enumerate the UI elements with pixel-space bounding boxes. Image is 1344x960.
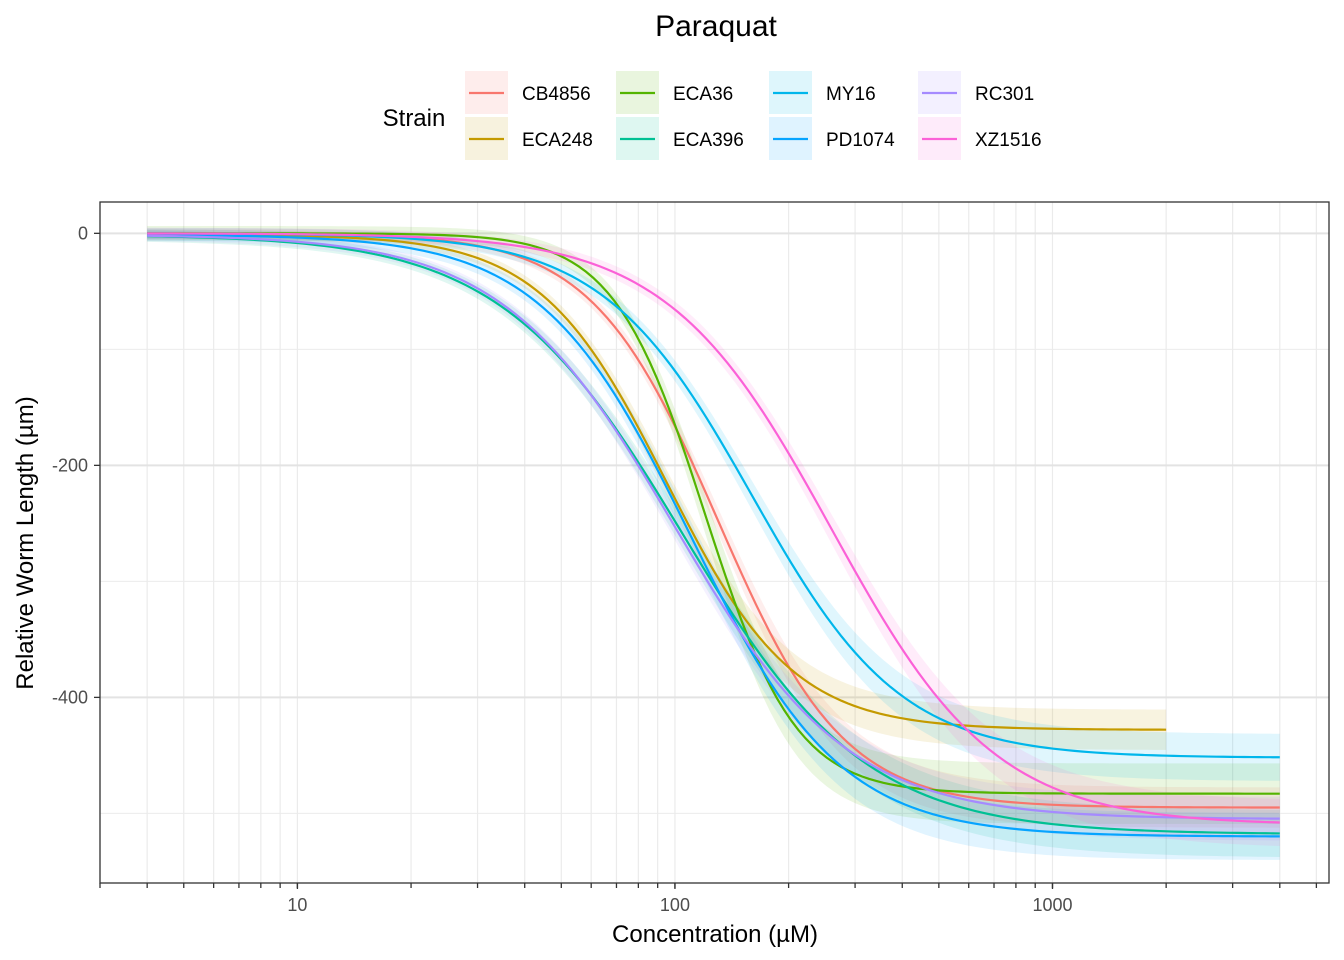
plot-border	[99, 201, 1330, 884]
curve-eca36	[147, 232, 1280, 795]
curve-rc301	[147, 234, 1280, 820]
legend-label: PD1074	[826, 130, 895, 151]
legend-item-eca396: ECA396	[616, 117, 744, 160]
plot-area	[99, 201, 1330, 884]
x-tick-label: 100	[660, 895, 690, 915]
legend-label: ECA36	[673, 84, 733, 105]
legend: Strain CB4856 ECA36 MY16 RC301 ECA248 ECA396 P…	[383, 71, 1042, 160]
grid-minor	[99, 202, 1329, 883]
curve-pd1074	[147, 233, 1280, 838]
legend-items: CB4856 ECA36 MY16 RC301 ECA248 ECA396 PD1074 XZ…	[465, 71, 1042, 160]
legend-item-my16: MY16	[769, 71, 876, 114]
x-tick-label: 10	[287, 895, 307, 915]
confidence-band-eca36	[147, 226, 1280, 824]
x-axis: 10 100 1000	[99, 883, 1318, 915]
legend-label: MY16	[826, 84, 876, 105]
x-tick-label: 1000	[1032, 895, 1072, 915]
legend-item-eca36: ECA36	[616, 71, 733, 114]
legend-item-rc301: RC301	[918, 71, 1034, 114]
confidence-bands	[147, 226, 1280, 860]
curve-eca248	[147, 233, 1167, 731]
legend-item-cb4856: CB4856	[465, 71, 591, 114]
fitted-curves	[147, 232, 1280, 838]
legend-label: ECA248	[522, 130, 593, 151]
y-tick-label: -200	[52, 455, 88, 475]
x-axis-label: Concentration (µM)	[612, 921, 818, 948]
chart-title: Paraquat	[655, 10, 777, 43]
legend-item-eca248: ECA248	[465, 117, 593, 160]
y-axis-label: Relative Worm Length (µm)	[12, 396, 39, 689]
y-tick-label: -400	[52, 687, 88, 707]
legend-label: ECA396	[673, 130, 744, 151]
curve-eca396	[147, 235, 1280, 835]
legend-label: XZ1516	[975, 130, 1042, 151]
y-axis: 0 -200 -400	[52, 223, 100, 707]
legend-title: Strain	[383, 105, 446, 132]
y-tick-label: 0	[78, 223, 88, 243]
legend-label: CB4856	[522, 84, 591, 105]
legend-item-pd1074: PD1074	[769, 117, 895, 160]
legend-item-xz1516: XZ1516	[918, 117, 1042, 160]
legend-label: RC301	[975, 84, 1034, 105]
confidence-band-xz1516	[147, 227, 1280, 846]
curve-xz1516	[147, 232, 1280, 824]
